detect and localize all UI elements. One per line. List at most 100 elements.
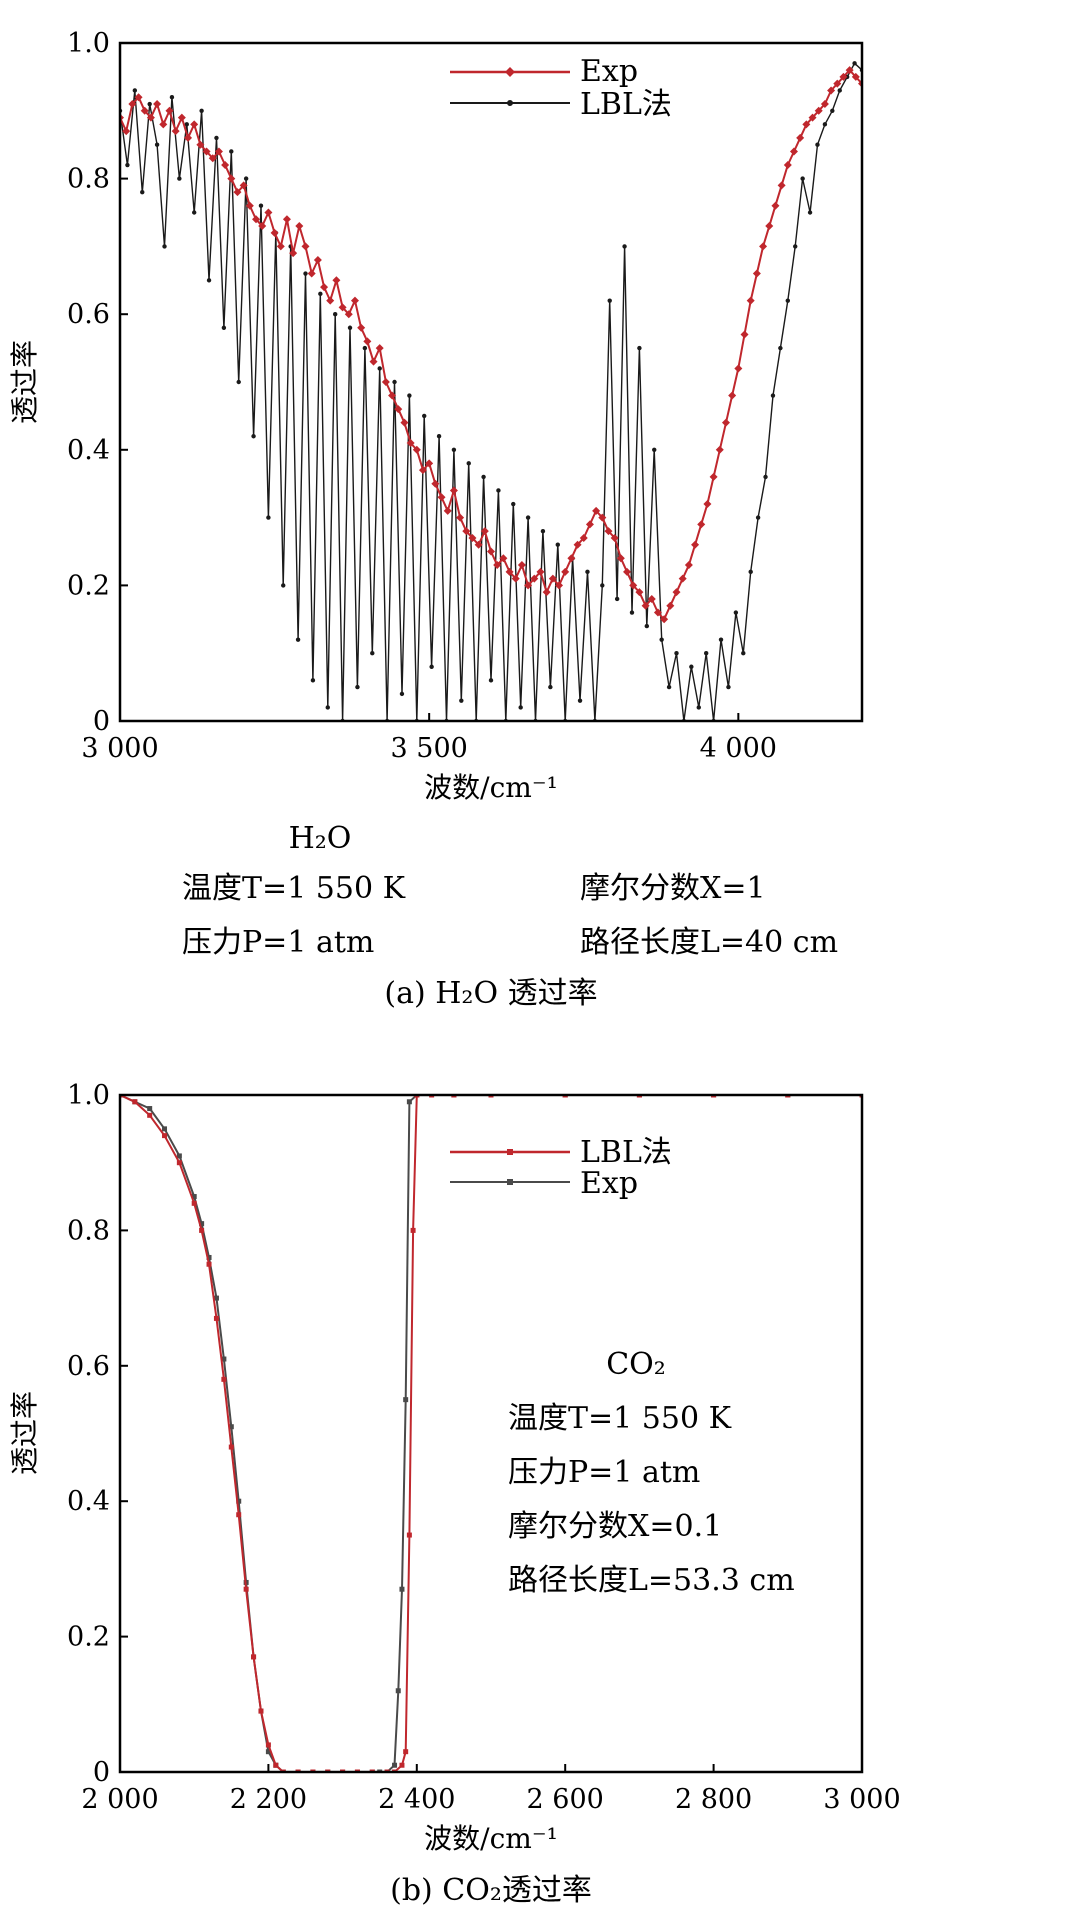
chart-a-series-first-point (418, 466, 427, 475)
chart-b-series-first-point (147, 1112, 153, 1118)
chart-a-series-second-point (295, 637, 301, 642)
chart-a-series-first-point (604, 527, 613, 536)
chart-a-series-second-point (518, 705, 523, 710)
chart-a-series-second-point (229, 149, 234, 154)
chart-b-xtick-label: 2 400 (378, 1784, 455, 1815)
chart-a-series-first-point (264, 208, 273, 217)
chart-b-series-first-point (236, 1512, 242, 1518)
chart-a-series-first-point (350, 296, 359, 305)
chart-b-series-second-point (206, 1254, 212, 1260)
chart-a-series-first-point (579, 533, 588, 542)
chart-a-series-first-point (474, 540, 483, 549)
chart-b-ytick-label: 0 (93, 1757, 110, 1788)
chart-a-series-second-point (837, 88, 842, 93)
chart-a-series-second-point (815, 142, 820, 147)
chart-a-series-first-point (480, 527, 489, 536)
chart-a-ytick-label: 0 (93, 706, 110, 737)
chart-a-series-second-point (236, 379, 241, 385)
chart-b-series-first-point (191, 1200, 197, 1206)
chart-a-series-first-point (462, 527, 471, 536)
chart-a-series-second-point (600, 583, 605, 588)
chart-a-series-second-point (807, 210, 813, 215)
chart-a-series-second-point (785, 298, 790, 303)
chart-b-series-second-point (199, 1221, 205, 1227)
chart-a-series-first-point (783, 161, 792, 170)
chart-a-series-first-point (796, 133, 805, 142)
chart-b-ytick-label: 0.6 (67, 1351, 110, 1382)
chart-a-series-first-point (276, 242, 285, 251)
chart-a-ytick-label: 1.0 (67, 28, 110, 59)
chart-a-series-first-point (845, 66, 854, 75)
chart-b-series-first-point (406, 1532, 412, 1538)
chart-b-legend-lbl-marker (507, 1149, 513, 1155)
chart-a-series-second-point (140, 189, 145, 195)
chart-b-series-second-point (395, 1688, 401, 1694)
chart-a-series-first-point (388, 391, 397, 400)
chart-a-series-first-point (468, 533, 477, 542)
chart-a-series-first-point (202, 147, 211, 156)
chart-a-series-first-point (629, 581, 638, 590)
chart-a-series-first-point (641, 601, 650, 610)
chart-a-series-first-point (542, 588, 551, 597)
chart-a-series-first-point (252, 215, 261, 224)
chart-a-series-first-point (703, 500, 712, 509)
chart-b-series-second-point (392, 1762, 398, 1768)
chart-a-series-first-point (208, 154, 217, 163)
chart-a-legend-exp-label: Exp (580, 54, 638, 89)
chart-b-series-first-point (132, 1099, 138, 1105)
chart-a-series-first-point (245, 201, 254, 210)
chart-b-series-second-point (176, 1153, 182, 1159)
chart-a-series-second-point (755, 515, 761, 520)
chart-a-series-second-point (748, 569, 753, 575)
chart-a-legend-exp-marker (505, 67, 515, 77)
chart-a-series-first-point (616, 554, 625, 563)
chart-b-series-second-point (399, 1586, 405, 1592)
chart-b-legend-exp-marker (507, 1179, 513, 1185)
chart-a: 0 0.2 0.4 0.6 0.8 1.0 3 000 3 500 4 000 透过率 波数/c… (8, 28, 864, 1011)
chart-a-series-first-point (307, 269, 316, 278)
chart-a-series-first-point (524, 581, 533, 590)
chart-a-series-first-point (381, 378, 390, 386)
chart-b-series-first-point (258, 1708, 264, 1714)
chart-a-series-second-point (303, 271, 308, 276)
chart-b: 0 0.2 0.4 0.6 0.8 1.0 2 000 2 200 2 400 2 600 2 80… (8, 1080, 901, 1908)
chart-a-series-second-point (362, 345, 368, 351)
chart-a-series-first-point (326, 296, 335, 305)
chart-a-series-first-point (153, 100, 162, 109)
chart-a-series-first-point (623, 567, 632, 576)
chart-a-series-second-point (778, 345, 783, 351)
chart-a-series-first-point (561, 567, 570, 576)
chart-a-series-first-point (666, 601, 675, 610)
chart-b-ytick-label: 0.4 (67, 1486, 110, 1517)
chart-a-series-first-point (653, 608, 662, 617)
chart-a-series-first-point (808, 113, 817, 122)
chart-b-legend: LBL法 Exp (450, 1135, 672, 1201)
chart-a-series-first-point (122, 127, 131, 136)
chart-a-series-first-point (691, 540, 700, 549)
chart-a-series-second-point (481, 474, 486, 480)
chart-a-series-first-point (146, 113, 155, 122)
chart-a-pressure: 压力P=1 atm (182, 925, 374, 960)
chart-b-series-second-line (120, 1095, 862, 1772)
chart-b-series-first-point (213, 1315, 219, 1321)
chart-a-series-first-point (282, 215, 291, 224)
chart-a-series-first-point (400, 418, 409, 427)
chart-a-ytick-label: 0.8 (67, 164, 110, 195)
chart-a-series-first-point (740, 330, 749, 339)
chart-a-series-first-point (313, 255, 322, 264)
chart-a-series-first-point (678, 574, 687, 583)
chart-a-series-first-point (777, 181, 786, 190)
chart-a-series-second-point (607, 298, 612, 303)
chart-a-series-second-point (622, 244, 627, 249)
chart-a-series-first-point (258, 222, 267, 231)
chart-b-path-length: 路径长度L=53.3 cm (508, 1563, 795, 1598)
chart-b-series-second-point (213, 1295, 219, 1301)
chart-a-series-first-point (190, 120, 199, 129)
chart-a-caption: (a) H₂O 透过率 (384, 976, 597, 1011)
chart-a-series-first-point (530, 574, 539, 583)
chart-a-series-first-point (697, 520, 706, 529)
chart-a-series-second-point (763, 474, 768, 480)
chart-b-series-first-line (120, 1095, 862, 1772)
chart-b-plot-frame (118, 1093, 864, 1774)
chart-b-xlabel: 波数/cm⁻¹ (424, 1822, 558, 1855)
